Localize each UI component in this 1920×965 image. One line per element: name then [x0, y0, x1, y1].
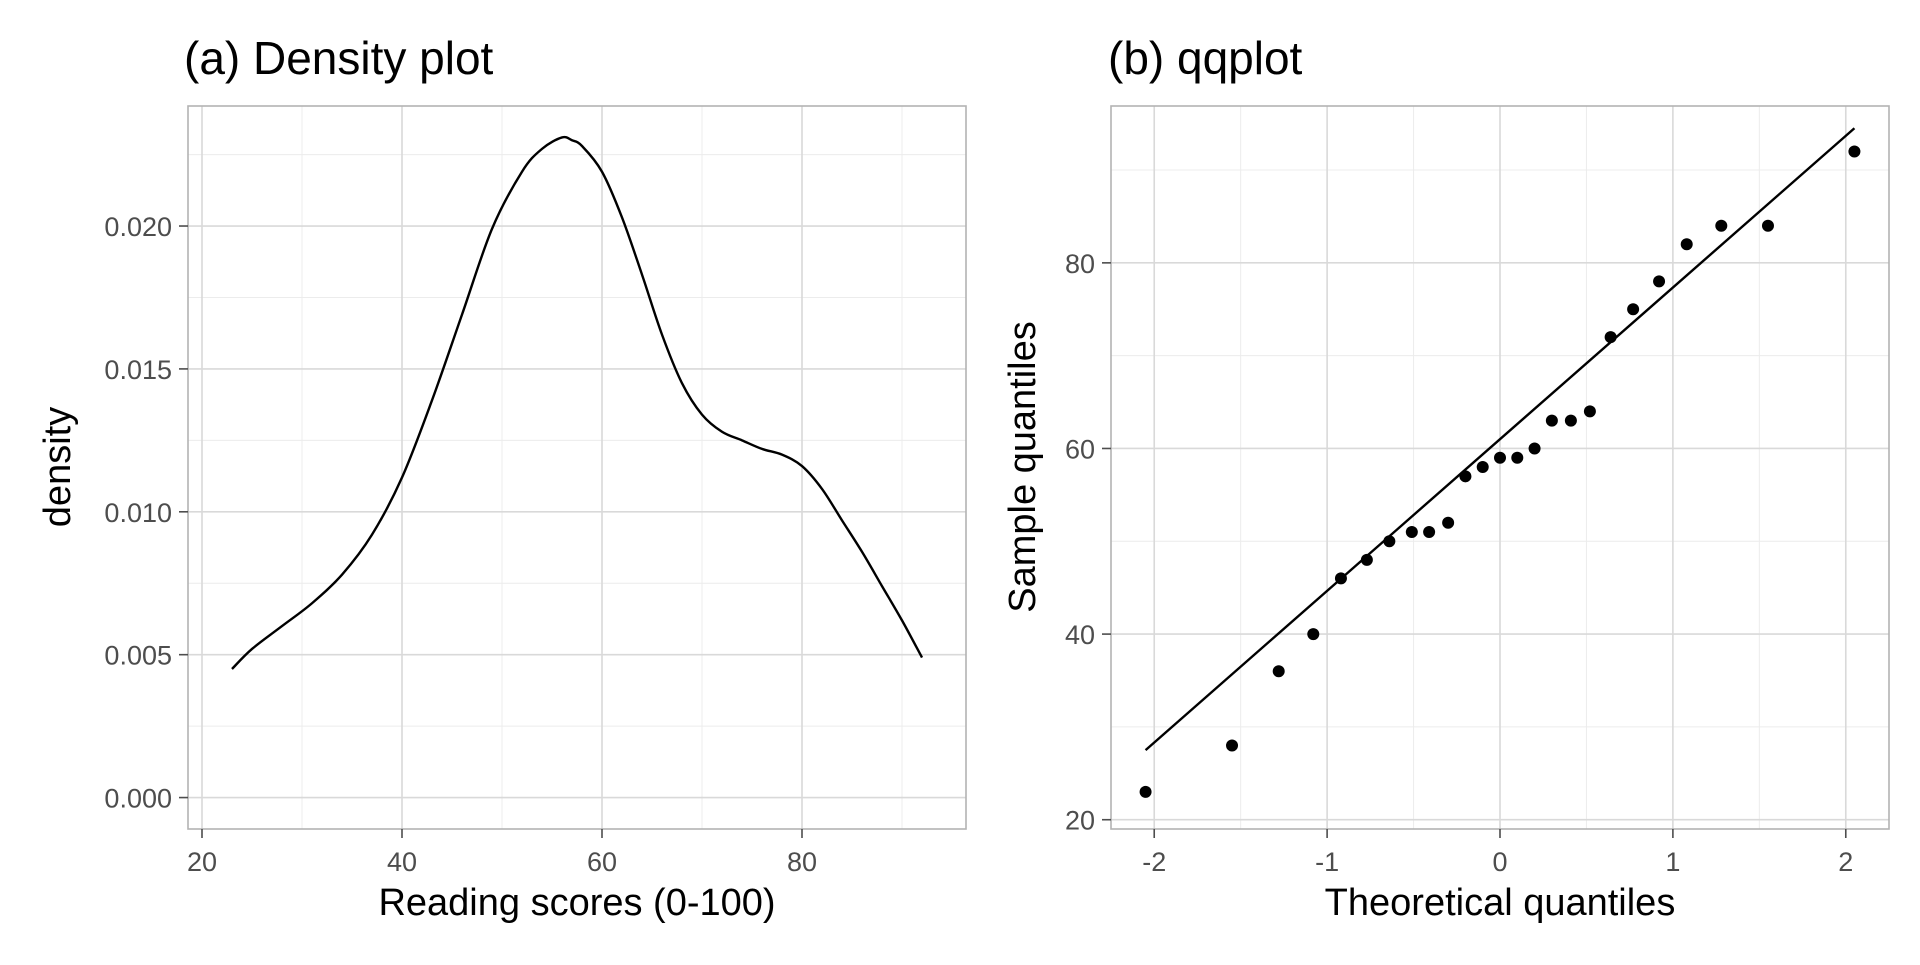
qq-point	[1360, 553, 1373, 566]
x-tick-label: 0	[1492, 847, 1507, 877]
qq-point	[1307, 628, 1320, 641]
qq-point	[1334, 572, 1347, 585]
qqplot-panel: -2 -1 0 1 2 20 40 60 80 (b) qqplot Theoretical q…	[1002, 32, 1890, 924]
y-tick-label: 40	[1065, 620, 1095, 650]
x-tick-label: 2	[1838, 847, 1853, 877]
qq-point	[1848, 145, 1861, 158]
qq-point	[1383, 535, 1396, 548]
x-tick-label: -2	[1142, 847, 1166, 877]
qqplot-y-axis-title: Sample quantiles	[1002, 321, 1044, 613]
qq-points	[1139, 145, 1861, 798]
qq-point	[1545, 414, 1558, 427]
density-curve	[231, 135, 924, 670]
qqplot-panel-title: (b) qqplot	[1108, 32, 1303, 84]
y-tick-label: 20	[1065, 806, 1095, 836]
density-panel: 20 40 60 80 0.000 0.005 0.010 0.015 0.020 (a) De…	[37, 32, 967, 924]
y-tick-label: 60	[1065, 434, 1095, 464]
qq-point	[1604, 331, 1617, 344]
qq-point	[1511, 451, 1524, 464]
qq-point	[1583, 405, 1596, 418]
density-panel-frame	[187, 105, 967, 830]
density-panel-title: (a) Density plot	[184, 32, 494, 84]
qq-point	[1442, 516, 1455, 529]
qq-point	[1761, 219, 1774, 232]
qq-point	[1715, 219, 1728, 232]
y-tick-label: 80	[1065, 249, 1095, 279]
qq-point	[1226, 739, 1239, 752]
qq-point	[1459, 470, 1472, 483]
qq-reference-line	[1144, 127, 1856, 752]
qq-point	[1564, 414, 1577, 427]
qq-point	[1272, 665, 1285, 678]
x-tick-label: 60	[587, 847, 617, 877]
qqplot-grid	[1111, 106, 1889, 829]
y-tick-label: 0.005	[104, 641, 172, 671]
qq-point	[1423, 526, 1436, 539]
x-tick-label: 1	[1665, 847, 1680, 877]
density-y-axis-title: density	[37, 407, 79, 527]
y-tick-label: 0.020	[104, 212, 172, 242]
qq-point	[1653, 275, 1666, 288]
qq-point	[1627, 303, 1640, 316]
qq-point	[1528, 442, 1541, 455]
x-tick-label: 20	[187, 847, 217, 877]
y-tick-label: 0.010	[104, 498, 172, 528]
density-grid	[188, 106, 966, 829]
qqplot-ticks: -2 -1 0 1 2 20 40 60 80	[1065, 249, 1853, 877]
y-tick-label: 0.015	[104, 355, 172, 385]
x-tick-label: 80	[787, 847, 817, 877]
qq-point	[1494, 451, 1506, 464]
density-ticks: 20 40 60 80 0.000 0.005 0.010 0.015 0.020	[104, 212, 817, 877]
x-tick-label: -1	[1315, 847, 1339, 877]
qqplot-x-axis-title: Theoretical quantiles	[1325, 882, 1676, 924]
y-tick-label: 0.000	[104, 784, 172, 814]
x-tick-label: 40	[387, 847, 417, 877]
qq-point	[1476, 461, 1489, 474]
qq-point	[1680, 238, 1693, 251]
density-x-axis-title: Reading scores (0-100)	[378, 882, 775, 924]
qq-point	[1139, 785, 1152, 798]
qq-point	[1405, 526, 1418, 539]
